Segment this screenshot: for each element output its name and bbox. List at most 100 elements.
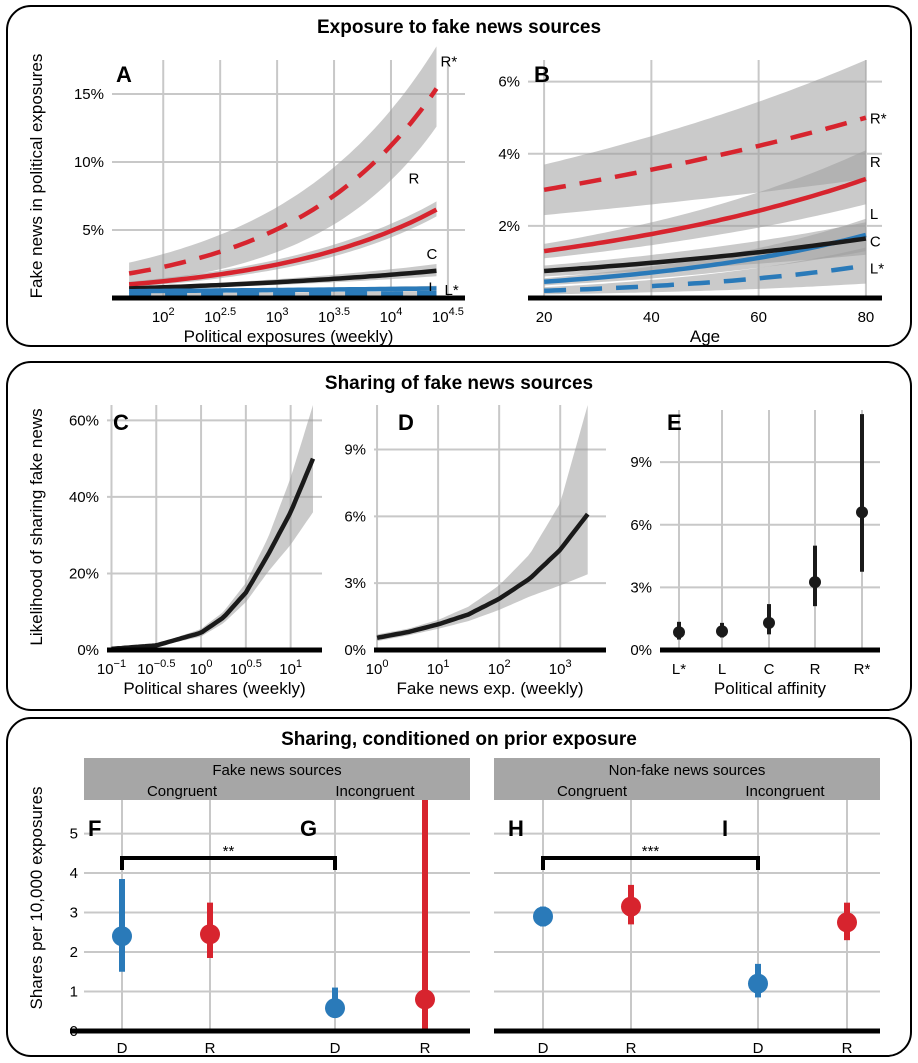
x-tick-label: 102 (488, 658, 511, 678)
series-line (128, 207, 438, 287)
panel-letter: A (116, 62, 132, 87)
strip-header (494, 758, 880, 800)
x-axis-title: Political affinity (714, 679, 827, 698)
y-tick-label: 4% (498, 146, 520, 163)
strip-subgroup-label: Incongruent (745, 783, 825, 800)
panel-F: D R F (84, 800, 280, 1057)
data-point (415, 989, 435, 1010)
data-point (621, 896, 641, 917)
x-tick-label: D (753, 1040, 764, 1057)
panel-G: D R G (280, 800, 470, 1057)
significance-bracket (120, 856, 337, 870)
y-tick-label: 5 (70, 826, 78, 843)
x-tick-label: 10−0.5 (137, 658, 175, 678)
panel-C: 0% 20% 40% 60% 10−1 10−0.5 100 100.5 101Politica… (69, 405, 322, 698)
data-point (325, 998, 345, 1019)
ci-band (129, 46, 437, 285)
strip-subgroup-label: Congruent (557, 783, 628, 800)
series-line (129, 268, 437, 291)
section-title: Sharing of fake news sources (325, 373, 593, 394)
strip-group-label: Non-fake news sources (609, 762, 766, 779)
panel-letter: C (113, 410, 129, 435)
x-axis-title: Age (690, 327, 720, 346)
x-tick-label: 40 (643, 309, 660, 326)
y-tick-label: 3% (630, 579, 652, 596)
x-tick-label: 100 (190, 658, 213, 678)
panel-H: D R H (494, 800, 690, 1057)
y-tick-label: 6% (630, 517, 652, 534)
data-point (763, 616, 775, 629)
x-tick-label: L* (672, 661, 686, 678)
series-line (111, 457, 316, 652)
significance-label: ** (223, 843, 235, 860)
x-tick-label: R (626, 1040, 637, 1057)
section-box (6, 361, 912, 711)
x-tick-label: 103 (266, 306, 289, 326)
y-axis-title: Fake news in political exposures (27, 54, 46, 299)
data-point (809, 576, 821, 589)
series-line (544, 263, 867, 294)
y-tick-label: 6% (344, 508, 366, 525)
ci-band (377, 405, 588, 642)
panel-letter: E (667, 410, 682, 435)
x-tick-label: 20 (536, 309, 553, 326)
series-label: R* (870, 111, 887, 128)
panel-I: D R I (690, 800, 880, 1057)
series-label: L (870, 206, 878, 223)
x-tick-label: 102.5 (204, 306, 236, 326)
panel-letter: G (300, 816, 317, 841)
y-tick-label: 3 (70, 905, 78, 922)
x-tick-label: 60 (750, 309, 767, 326)
x-tick-label: 103 (549, 658, 572, 678)
y-tick-label: 2 (70, 944, 78, 961)
series-label: L (429, 279, 437, 296)
panel-letter: D (398, 410, 414, 435)
y-tick-label: 15% (74, 86, 104, 103)
section-box (6, 5, 912, 347)
data-point (112, 926, 132, 947)
strip-header (84, 758, 470, 800)
x-axis-title: Political shares (weekly) (123, 679, 305, 698)
series-label: C (427, 246, 438, 263)
x-tick-label: R* (854, 661, 871, 678)
y-tick-label: 5% (82, 222, 104, 239)
x-tick-label: 80 (858, 309, 875, 326)
y-tick-label: 0% (77, 642, 99, 659)
ci-band (544, 247, 866, 295)
series-line (129, 290, 437, 297)
x-tick-label: R (810, 661, 821, 678)
x-tick-label: 102 (152, 306, 175, 326)
x-tick-label: L (718, 661, 726, 678)
data-point (533, 906, 553, 927)
x-tick-label: D (117, 1040, 128, 1057)
x-tick-label: 104.5 (432, 306, 464, 326)
x-tick-label: D (538, 1040, 549, 1057)
series-line (543, 115, 867, 193)
series-label: R (409, 171, 420, 188)
x-tick-label: R (842, 1040, 853, 1057)
series-line (543, 176, 867, 254)
series-label: L* (445, 282, 459, 299)
data-point (856, 506, 868, 519)
data-point (200, 924, 220, 945)
y-tick-label: 10% (74, 154, 104, 171)
panel-A: R* R CL L* 5% 10% 15% 102 102.5 103 103.5 104 104.5 P… (74, 46, 465, 346)
data-point (716, 625, 728, 638)
strip-subgroup-label: Incongruent (335, 783, 415, 800)
panel-B: R* R LC L* 2% 4% 6% 20 40 60 80 Age B (498, 60, 887, 346)
y-tick-label: 20% (69, 565, 99, 582)
panel-letter: B (534, 62, 550, 87)
section-title: Sharing, conditioned on prior exposure (281, 729, 637, 750)
y-tick-label: 40% (69, 489, 99, 506)
series-line (543, 236, 867, 274)
series-label: R* (441, 54, 458, 71)
x-tick-label: 104 (380, 306, 403, 326)
series-line (128, 87, 439, 276)
y-tick-label: 4 (70, 865, 78, 882)
y-tick-label: 0 (70, 1023, 78, 1040)
data-point (748, 973, 768, 994)
strip-subgroup-label: Congruent (147, 783, 218, 800)
panel-E: L* L C R R* 0% 3% 6% 9% Political affinity E (630, 410, 880, 698)
data-point (837, 912, 857, 933)
series-line (376, 512, 590, 641)
